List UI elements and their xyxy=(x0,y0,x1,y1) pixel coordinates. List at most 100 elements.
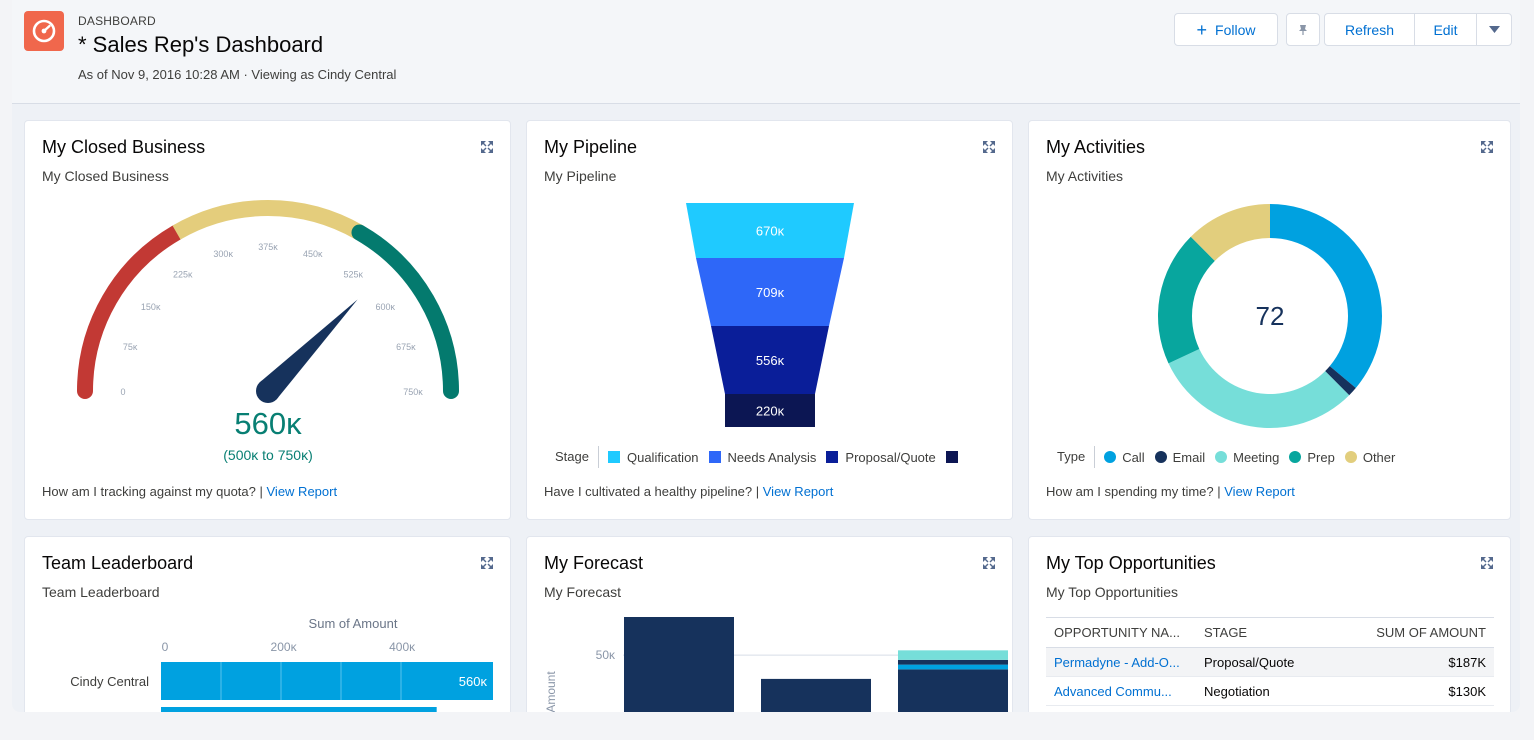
activities-footer: How am I spending my time? | View Report xyxy=(1046,484,1295,499)
column-header-stage[interactable]: STAGE xyxy=(1196,617,1336,648)
closed-business-footer: How am I tracking against my quota? | Vi… xyxy=(42,484,337,499)
legend-label: Meeting xyxy=(1233,449,1280,465)
follow-button[interactable]: + Follow xyxy=(1174,13,1278,46)
legend-swatch xyxy=(1344,451,1357,463)
pin-button[interactable] xyxy=(1286,13,1320,46)
funnel-segment xyxy=(725,394,815,427)
legend-label: Email xyxy=(1172,449,1206,465)
x-tick-label: 200ĸ xyxy=(271,640,298,654)
footer-question: How am I spending my time? | xyxy=(1046,484,1221,499)
legend-swatch xyxy=(1154,451,1167,463)
y-axis-title: Amount xyxy=(544,671,558,712)
gauge-chart: 0 75ĸ 150ĸ 225ĸ 300ĸ 375ĸ 450ĸ 525ĸ 600ĸ 675ĸ 750ĸ xyxy=(77,200,459,403)
legend-item[interactable]: Needs Analysis xyxy=(708,450,816,465)
table-header-row: OPPORTUNITY NA... STAGE SUM OF AMOUNT xyxy=(1046,617,1494,648)
opportunity-link[interactable]: Permadyne - Add-O... xyxy=(1046,647,1196,677)
x-axis-title: Sum of Amount xyxy=(309,616,398,631)
legend-swatch xyxy=(1289,451,1302,463)
more-actions-button[interactable] xyxy=(1477,14,1511,45)
expand-button[interactable] xyxy=(1478,138,1496,156)
table-row: Advanced Commu... Negotiation $130K xyxy=(1046,676,1494,706)
funnel-chart: 670ĸ 709ĸ 556ĸ 220ĸ xyxy=(686,203,854,427)
legend-label: Proposal/Quote xyxy=(845,449,936,465)
leaderboard-card: Team Leaderboard Team Leaderboard Sum of… xyxy=(24,536,511,712)
legend-item[interactable]: Other xyxy=(1344,450,1395,465)
gauge-needle xyxy=(259,299,358,400)
legend-item[interactable] xyxy=(945,451,965,463)
closed-business-title: My Closed Business xyxy=(42,137,206,157)
gauge-band xyxy=(77,224,185,399)
gauge-needle-hub xyxy=(256,379,280,403)
page-kicker: DASHBOARD xyxy=(78,14,156,28)
gauge-band xyxy=(172,200,364,240)
gauge-tick-label: 375ĸ xyxy=(258,242,278,252)
legend-label: Prep xyxy=(1307,449,1335,465)
legend-label: Call xyxy=(1122,449,1145,465)
footer-question: How am I tracking against my quota? | xyxy=(42,484,263,499)
gauge-tick-label: 450ĸ xyxy=(303,249,323,259)
legend-item[interactable]: Call xyxy=(1104,449,1145,465)
legend-title: Type xyxy=(1057,446,1096,468)
pipeline-title: My Pipeline xyxy=(544,137,638,157)
forecast-bar-segment xyxy=(898,650,1008,660)
opportunity-link[interactable]: Advanced Commu... xyxy=(1046,676,1196,706)
column-header-amount[interactable]: SUM OF AMOUNT xyxy=(1336,617,1494,648)
view-report-link[interactable]: View Report xyxy=(266,484,338,499)
chevron-down-icon xyxy=(1488,26,1500,33)
activities-title: My Activities xyxy=(1046,137,1146,157)
expand-icon xyxy=(1481,141,1493,153)
gauge-tick-label: 525ĸ xyxy=(343,270,363,280)
forecast-bar-segment xyxy=(898,659,1008,665)
legend-swatch xyxy=(945,451,958,463)
expand-button[interactable] xyxy=(980,554,998,572)
forecast-chart: Amount 50ĸ xyxy=(544,617,1008,712)
funnel-value-label: 556ĸ xyxy=(756,353,785,368)
refresh-button[interactable]: Refresh xyxy=(1325,14,1415,45)
forecast-bar-segment xyxy=(761,678,871,712)
x-tick-label: 400ĸ xyxy=(389,640,416,654)
bar-value-label: 560ĸ xyxy=(459,674,488,689)
pipeline-card: My Pipeline My Pipeline 670ĸ 709ĸ 556ĸ 220ĸ… xyxy=(526,120,1013,520)
donut-center-value: 72 xyxy=(1256,301,1285,331)
forecast-bar-segment xyxy=(624,617,734,712)
expand-button[interactable] xyxy=(478,554,496,572)
leader-bar xyxy=(161,707,437,712)
leaderboard-chart: Sum of Amount 0 200ĸ 400ĸ Cindy Central 560ĸ xyxy=(70,616,493,712)
funnel-value-label: 670ĸ xyxy=(756,224,785,239)
gauge-tick-label: 300ĸ xyxy=(213,249,233,259)
opportunities-subtitle: My Top Opportunities xyxy=(1046,584,1179,600)
column-header-opportunity[interactable]: OPPORTUNITY NA... xyxy=(1046,617,1196,648)
legend-label: Qualification xyxy=(626,449,699,465)
table-row: Permadyne - Add-O... Proposal/Quote $187… xyxy=(1046,647,1494,677)
legend-item[interactable]: Proposal/Quote xyxy=(826,449,936,465)
view-report-link[interactable]: View Report xyxy=(762,484,834,499)
opportunities-card: My Top Opportunities My Top Opportunitie… xyxy=(1028,536,1511,712)
action-button-group: Refresh Edit xyxy=(1324,13,1512,46)
activities-subtitle: My Activities xyxy=(1046,168,1124,184)
legend-item[interactable]: Qualification xyxy=(607,449,699,465)
view-report-link[interactable]: View Report xyxy=(1224,484,1295,499)
gauge-tick-label: 150ĸ xyxy=(141,302,161,312)
legend-item[interactable]: Meeting xyxy=(1215,450,1279,465)
expand-icon xyxy=(481,141,493,153)
follow-button-label: Follow xyxy=(1215,21,1256,38)
dashboard-frame: DASHBOARD * Sales Rep's Dashboard As of … xyxy=(12,0,1520,712)
expand-button[interactable] xyxy=(980,138,998,156)
pin-icon xyxy=(1299,24,1307,35)
expand-icon xyxy=(1481,557,1493,569)
gauge-band xyxy=(351,224,459,399)
donut-slice xyxy=(1325,366,1356,396)
legend-swatch xyxy=(1104,451,1117,463)
legend-item[interactable]: Prep xyxy=(1289,449,1335,465)
edit-button[interactable]: Edit xyxy=(1415,14,1477,45)
dashboard-gauge-icon xyxy=(24,11,64,51)
expand-button[interactable] xyxy=(1478,554,1496,572)
expand-button[interactable] xyxy=(478,138,496,156)
forecast-card: My Forecast My Forecast Amount 50ĸ xyxy=(526,536,1013,712)
funnel-segment xyxy=(711,326,829,394)
forecast-bar-segment xyxy=(898,669,1008,712)
pipeline-footer: Have I cultivated a healthy pipeline? | … xyxy=(544,484,833,499)
legend-item[interactable]: Email xyxy=(1154,449,1206,465)
opportunity-stage: Negotiation xyxy=(1196,676,1336,706)
gauge-tick-label: 0 xyxy=(120,387,125,397)
